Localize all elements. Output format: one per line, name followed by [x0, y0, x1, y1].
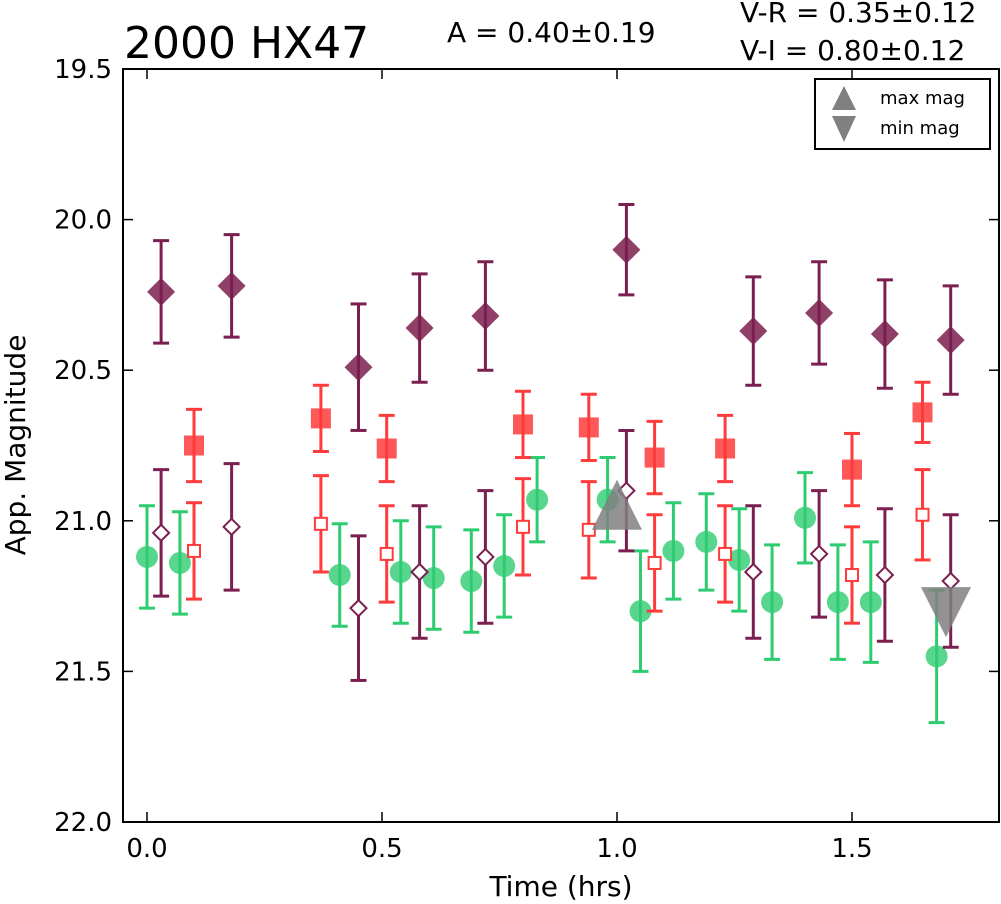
data-point-open-square: [915, 507, 930, 522]
data-point-square: [184, 435, 204, 456]
data-point-open-square: [187, 543, 201, 558]
x-tick-label: 0.5: [361, 834, 402, 864]
data-point-open-square: [647, 555, 662, 570]
legend-max-triangle-icon: [832, 86, 856, 110]
data-point-circle: [662, 539, 685, 562]
data-point-circle: [761, 591, 784, 614]
y-tick-label: 21.0: [54, 507, 112, 537]
data-point-open-square: [845, 568, 859, 583]
data-point-diamond: [805, 298, 834, 327]
data-point-diamond: [147, 277, 176, 306]
plot-frame: [122, 68, 1000, 823]
y-tick-label: 20.5: [54, 356, 112, 386]
data-point-square: [715, 438, 736, 459]
data-point-open-diamond: [222, 517, 242, 537]
data-point-circle: [389, 561, 412, 584]
x-tick-label: 0.0: [126, 834, 167, 864]
chart-title: 2000 HX47: [124, 18, 369, 69]
data-point-circle: [794, 506, 816, 529]
data-point-square: [578, 417, 599, 438]
data-point-circle: [328, 564, 351, 587]
data-point-open-square: [313, 516, 328, 531]
data-point-circle: [925, 645, 948, 668]
y-tick-label: 19.5: [54, 55, 112, 85]
data-point-circle: [695, 530, 718, 553]
extrema-markers: [592, 479, 971, 638]
y-axis-label: App. Magnitude: [0, 335, 32, 556]
data-point-circle: [136, 545, 158, 568]
y-tick-label: 21.5: [54, 657, 112, 687]
data-point-circle: [728, 548, 751, 571]
data-point-circle: [859, 591, 882, 614]
data-point-square: [842, 459, 862, 480]
x-axis-label: Time (hrs): [488, 870, 632, 903]
data-point-diamond: [870, 320, 899, 349]
data-point-diamond: [344, 353, 373, 382]
data-point-open-diamond: [875, 565, 895, 585]
max-mag-marker: [592, 479, 642, 530]
data-point-open-diamond: [349, 598, 368, 618]
data-point-circle: [526, 488, 549, 511]
legend-min-label: min mag: [880, 118, 960, 139]
data-point-open-diamond: [151, 523, 171, 543]
data-point-square: [310, 408, 331, 429]
legend-max-label: max mag: [880, 88, 965, 109]
data-point-open-diamond: [475, 547, 495, 567]
data-point-square: [376, 438, 397, 459]
legend-min-triangle-icon: [832, 116, 856, 142]
data-point-open-square: [379, 546, 394, 561]
data-point-circle: [493, 554, 516, 577]
data-point-open-square: [516, 519, 530, 534]
data-point-diamond: [405, 314, 434, 343]
data-marks: [136, 203, 965, 725]
color-vr-label: V-R = 0.35±0.12: [740, 0, 976, 29]
min-mag-marker: [921, 587, 971, 638]
data-point-circle: [168, 551, 191, 574]
data-point-circle: [460, 570, 483, 593]
x-tick-label: 1.0: [596, 834, 637, 864]
data-point-circle: [629, 600, 652, 623]
data-point-diamond: [612, 235, 641, 264]
x-tick-label: 1.5: [831, 834, 872, 864]
amplitude-label: A = 0.40±0.19: [447, 16, 656, 49]
data-point-open-square: [718, 546, 733, 561]
data-point-open-diamond: [743, 562, 763, 582]
data-point-square: [644, 447, 665, 468]
data-point-open-diamond: [410, 562, 430, 582]
data-point-open-diamond: [809, 544, 829, 564]
data-point-circle: [826, 591, 849, 614]
axis-ticks: 0.0 0.5 1.0 1.5 19.5 20.0 20.5 21.0 21.5 22.0: [54, 55, 999, 864]
legend: max mag min mag: [814, 78, 991, 150]
data-point-square: [513, 414, 533, 435]
y-tick-label: 22.0: [54, 808, 112, 838]
data-point-open-square: [581, 522, 596, 537]
color-vi-label: V-I = 0.80±0.12: [740, 34, 965, 67]
data-point-diamond: [739, 317, 768, 346]
y-tick-label: 20.0: [54, 206, 112, 236]
data-point-diamond: [217, 271, 246, 300]
data-point-square: [912, 402, 933, 423]
data-point-diamond: [471, 301, 500, 330]
data-point-diamond: [936, 326, 965, 355]
